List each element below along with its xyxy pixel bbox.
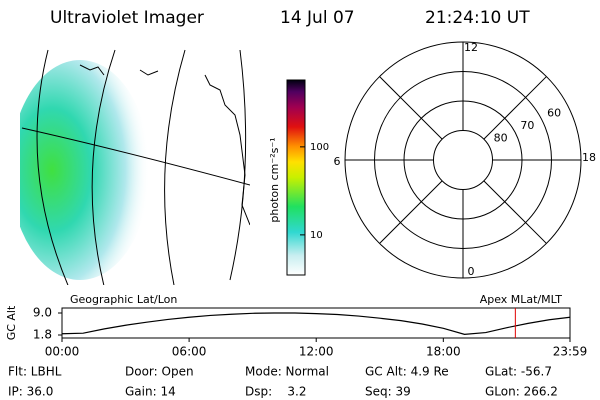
altitude-plot: GC Alt Geographic Lat/Lon Apex MLat/MLT 9.0…	[5, 293, 587, 359]
status-field: Seq: 39	[365, 385, 411, 399]
coastline	[79, 64, 250, 226]
time: 21:24:10 UT	[425, 8, 530, 28]
date: 14 Jul 07	[280, 8, 355, 28]
status-field: GLon: 266.2	[485, 385, 558, 399]
mlt-label: 0	[468, 265, 475, 278]
status-field: Mode: Normal	[245, 365, 329, 379]
x-tick-label: 18:00	[426, 345, 461, 359]
y-tick-label: 9.0	[33, 306, 52, 320]
polar-spoke	[483, 76, 547, 140]
lat-label: 80	[494, 131, 508, 144]
x-tick-label: 23:59	[553, 345, 588, 359]
mlt-label: 18	[582, 151, 596, 164]
left-label: Geographic Lat/Lon	[70, 293, 177, 306]
uv-image	[20, 49, 250, 285]
status-field: GC Alt: 4.9 Re	[365, 365, 449, 379]
altitude-line	[61, 312, 571, 335]
status-field: Flt: LBHL	[8, 365, 62, 379]
polar-spoke	[483, 180, 547, 244]
footer: Flt: LBHL Door: Open Mode: Normal GC Alt: 4…	[8, 365, 558, 399]
lat-label: 70	[520, 119, 534, 132]
parallel	[21, 127, 250, 186]
x-tick-label: 00:00	[45, 345, 80, 359]
meridian	[164, 49, 186, 285]
status-field: IP: 36.0	[8, 385, 53, 399]
x-tick-label: 12:00	[299, 345, 334, 359]
title: Ultraviolet Imager	[50, 8, 204, 28]
status-field: Gain: 14	[125, 385, 176, 399]
colorbar-tick-label: 10	[310, 230, 323, 241]
colorbar-tick-label: 100	[310, 142, 329, 153]
polar-spoke	[379, 180, 443, 244]
y-tick-label: 1.8	[33, 328, 52, 342]
header: Ultraviolet Imager 14 Jul 07 21:24:10 UT	[50, 8, 530, 28]
x-tick-label: 06:00	[172, 345, 207, 359]
status-field: GLat: -56.7	[485, 365, 552, 379]
status-field: Door: Open	[125, 365, 194, 379]
image-edge	[36, 49, 69, 285]
meridian	[91, 49, 116, 285]
lat-label: 60	[547, 107, 561, 120]
polar-spoke	[379, 76, 443, 140]
mlt-label: 6	[334, 155, 341, 168]
status-field: Dsp: 3.2	[245, 385, 307, 399]
y-axis-label: GC Alt	[5, 305, 18, 340]
polar-ring	[433, 130, 493, 190]
aurora	[20, 60, 150, 280]
mlt-label: 12	[464, 41, 478, 54]
colorbar-bar	[286, 79, 306, 276]
colorbar-label: photon cm⁻²s⁻¹	[268, 137, 281, 222]
colorbar: photon cm⁻²s⁻¹ 10 100	[268, 79, 329, 276]
right-label: Apex MLat/MLT	[480, 293, 563, 306]
meridian	[229, 49, 247, 281]
